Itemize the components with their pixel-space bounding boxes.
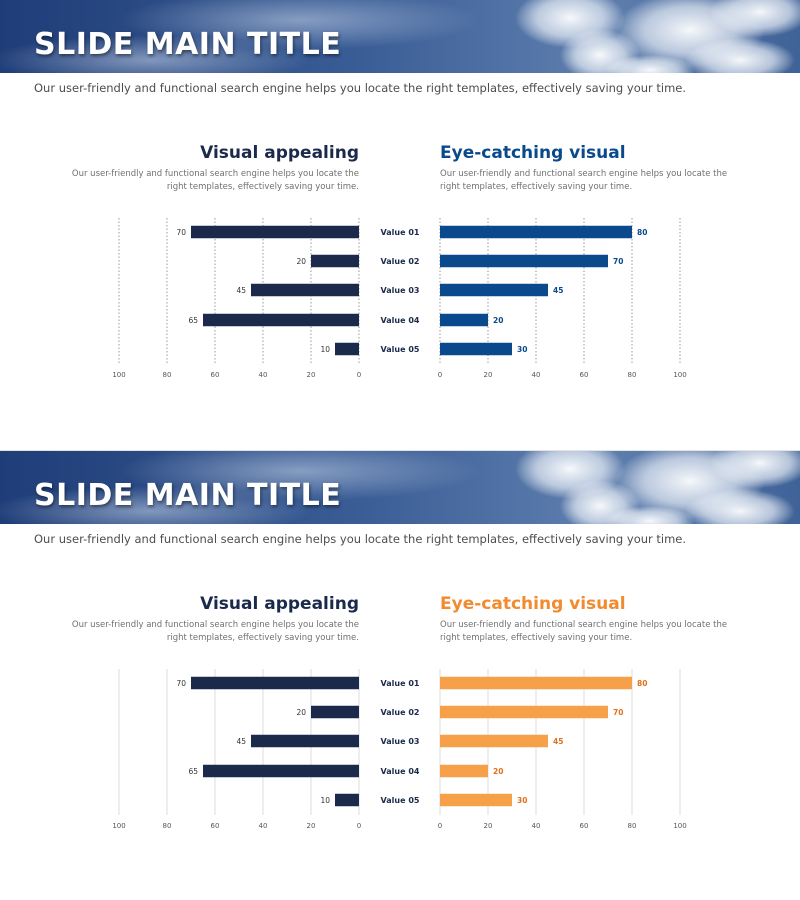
left-bar-value-label: 20	[296, 708, 306, 717]
right-tick-label: 20	[484, 371, 493, 379]
left-tick-label: 60	[211, 822, 220, 830]
category-label: Value 04	[381, 767, 420, 776]
left-panel-title: Visual appealing	[200, 594, 359, 614]
left-bar	[311, 254, 359, 268]
left-tick-label: 20	[307, 371, 316, 379]
mirrored-bar-chart: 70 20 45 65 10 80 70 45 20 30 Value 01 Value 02 Valu…	[112, 218, 687, 379]
right-bar	[440, 676, 632, 690]
slide-title: SLIDE MAIN TITLE	[34, 27, 342, 62]
right-bar	[440, 793, 512, 807]
right-bar	[440, 705, 608, 719]
left-bar	[191, 676, 359, 690]
left-bar-value-label: 45	[236, 286, 246, 295]
right-bar	[440, 283, 548, 297]
left-bar-value-label: 65	[188, 767, 198, 776]
right-tick-label: 20	[484, 822, 493, 830]
category-label: Value 02	[381, 708, 420, 717]
sky-banner	[0, 451, 800, 524]
category-label: Value 03	[381, 737, 420, 746]
left-bar-value-label: 20	[296, 257, 306, 266]
right-bar-value-label: 45	[553, 737, 563, 746]
left-bar-value-label: 70	[176, 679, 186, 688]
left-tick-label: 40	[259, 822, 268, 830]
left-bar-value-label: 65	[188, 316, 198, 325]
left-tick-label: 20	[307, 822, 316, 830]
right-tick-label: 40	[532, 822, 541, 830]
mirrored-bar-chart: 70 20 45 65 10 80 70 45 20 30 Value 01 Value 02 Valu…	[112, 669, 687, 830]
left-tick-label: 100	[112, 371, 125, 379]
right-tick-label: 80	[628, 822, 637, 830]
left-bar-value-label: 70	[176, 228, 186, 237]
right-bar-value-label: 20	[493, 316, 503, 325]
category-label: Value 03	[381, 286, 420, 295]
right-bar	[440, 225, 632, 239]
left-bar	[335, 793, 359, 807]
right-tick-label: 40	[532, 371, 541, 379]
left-bar-value-label: 10	[320, 345, 330, 354]
right-bar	[440, 764, 488, 778]
right-tick-label: 100	[673, 822, 686, 830]
right-panel-title: Eye-catching visual	[440, 143, 626, 163]
right-bar	[440, 254, 608, 268]
left-bar	[311, 705, 359, 719]
right-tick-label: 60	[580, 371, 589, 379]
slide-title: SLIDE MAIN TITLE	[34, 478, 342, 513]
right-panel-title: Eye-catching visual	[440, 594, 626, 614]
right-bar-value-label: 80	[637, 228, 647, 237]
left-bar	[191, 225, 359, 239]
left-bar-value-label: 45	[236, 737, 246, 746]
left-tick-label: 80	[163, 371, 172, 379]
category-label: Value 04	[381, 316, 420, 325]
left-tick-label: 0	[357, 371, 361, 379]
left-bar-value-label: 10	[320, 796, 330, 805]
slide-subtitle: Our user-friendly and functional search …	[34, 532, 687, 546]
left-bar	[203, 313, 359, 327]
right-bar	[440, 313, 488, 327]
left-panel-title: Visual appealing	[200, 143, 359, 163]
category-label: Value 05	[381, 796, 420, 805]
slide-1: SLIDE MAIN TITLE Our user-friendly and f…	[0, 0, 800, 379]
left-tick-label: 100	[112, 822, 125, 830]
slide-2: SLIDE MAIN TITLE Our user-friendly and f…	[0, 450, 800, 900]
left-bar	[335, 342, 359, 356]
right-bar-value-label: 70	[613, 257, 623, 266]
left-tick-label: 60	[211, 371, 220, 379]
left-tick-label: 40	[259, 371, 268, 379]
left-tick-label: 80	[163, 822, 172, 830]
category-label: Value 05	[381, 345, 420, 354]
left-panel-description: Our user-friendly and functional search …	[71, 169, 359, 192]
right-bar	[440, 734, 548, 748]
right-panel-description: Our user-friendly and functional search …	[440, 620, 728, 643]
right-bar-value-label: 45	[553, 286, 563, 295]
left-bar	[251, 734, 359, 748]
right-bar-value-label: 70	[613, 708, 623, 717]
right-bar-value-label: 30	[517, 796, 527, 805]
right-tick-label: 60	[580, 822, 589, 830]
right-panel-description: Our user-friendly and functional search …	[440, 169, 728, 192]
right-tick-label: 80	[628, 371, 637, 379]
left-bar	[251, 283, 359, 297]
right-bar-value-label: 80	[637, 679, 647, 688]
sky-banner	[0, 0, 800, 73]
left-bar	[203, 764, 359, 778]
category-label: Value 01	[381, 228, 420, 237]
sky-banner-image	[0, 451, 800, 524]
sky-banner-image	[0, 0, 800, 73]
left-panel-description: Our user-friendly and functional search …	[71, 620, 359, 643]
right-tick-label: 100	[673, 371, 686, 379]
category-label: Value 02	[381, 257, 420, 266]
right-bar-value-label: 20	[493, 767, 503, 776]
right-tick-label: 0	[438, 822, 442, 830]
slide-subtitle: Our user-friendly and functional search …	[34, 81, 687, 95]
right-bar	[440, 342, 512, 356]
category-label: Value 01	[381, 679, 420, 688]
right-bar-value-label: 30	[517, 345, 527, 354]
left-tick-label: 0	[357, 822, 361, 830]
right-tick-label: 0	[438, 371, 442, 379]
